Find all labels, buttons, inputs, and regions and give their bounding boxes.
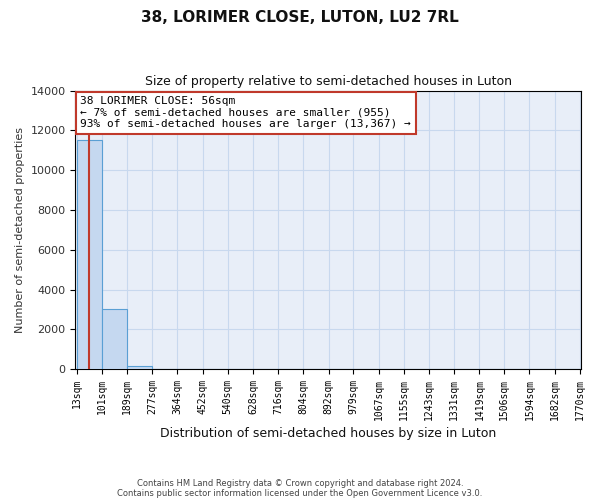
X-axis label: Distribution of semi-detached houses by size in Luton: Distribution of semi-detached houses by … <box>160 427 496 440</box>
Bar <box>127 366 152 369</box>
Y-axis label: Number of semi-detached properties: Number of semi-detached properties <box>15 127 25 333</box>
Title: Size of property relative to semi-detached houses in Luton: Size of property relative to semi-detach… <box>145 75 512 88</box>
Text: Contains HM Land Registry data © Crown copyright and database right 2024.: Contains HM Land Registry data © Crown c… <box>137 478 463 488</box>
Bar <box>102 310 127 369</box>
Text: 38, LORIMER CLOSE, LUTON, LU2 7RL: 38, LORIMER CLOSE, LUTON, LU2 7RL <box>141 10 459 25</box>
Bar <box>77 140 102 369</box>
Text: Contains public sector information licensed under the Open Government Licence v3: Contains public sector information licen… <box>118 488 482 498</box>
Text: 38 LORIMER CLOSE: 56sqm
← 7% of semi-detached houses are smaller (955)
93% of se: 38 LORIMER CLOSE: 56sqm ← 7% of semi-det… <box>80 96 411 130</box>
